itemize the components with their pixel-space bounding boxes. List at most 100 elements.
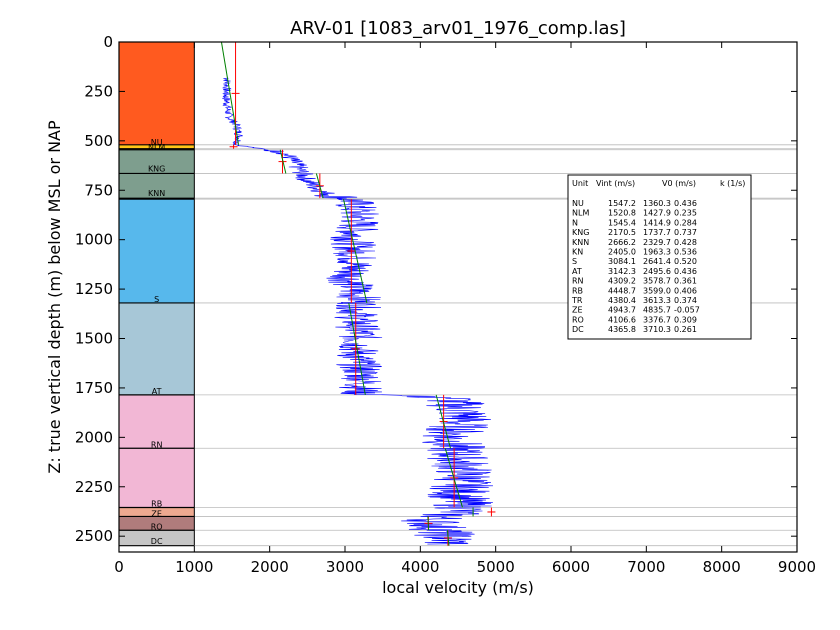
table-cell-k: 0.536 bbox=[674, 248, 697, 257]
x-tick-label: 6000 bbox=[552, 558, 590, 576]
table-cell-k: 0.261 bbox=[674, 325, 697, 334]
table-cell-k: 0.374 bbox=[674, 296, 697, 305]
lithology-unit-nu bbox=[119, 42, 195, 145]
lithology-unit-s bbox=[119, 199, 195, 303]
lithology-unit-knn bbox=[119, 173, 195, 199]
table-cell-k: 0.737 bbox=[674, 228, 697, 237]
table-cell-v0: 4835.7 bbox=[643, 306, 671, 315]
y-tick-label: 1500 bbox=[75, 330, 113, 348]
table-cell-unit: S bbox=[572, 257, 577, 266]
lithology-unit-dc bbox=[119, 530, 195, 546]
table-cell-vint: 2405.0 bbox=[608, 248, 636, 257]
table-cell-unit: RO bbox=[572, 315, 584, 324]
table-cell-unit: KN bbox=[572, 248, 583, 257]
fitted-trend-ro bbox=[427, 516, 430, 531]
lithology-unit-ro bbox=[119, 516, 195, 531]
x-axis-title: local velocity (m/s) bbox=[382, 578, 534, 597]
x-tick-label: 0 bbox=[114, 558, 124, 576]
table-cell-vint: 4309.2 bbox=[608, 277, 636, 286]
lithology-unit-rb bbox=[119, 448, 195, 508]
plot-frame bbox=[118, 41, 798, 553]
table-cell-k: 0.361 bbox=[674, 277, 697, 286]
table-cell-k: 0.436 bbox=[674, 267, 697, 276]
table-cell-k: 0.284 bbox=[674, 218, 697, 227]
y-tick-label: 500 bbox=[84, 132, 113, 150]
unit-label-rn: RN bbox=[151, 440, 163, 449]
x-tick-label: 9000 bbox=[778, 558, 816, 576]
table-cell-v0: 1427.9 bbox=[643, 209, 671, 218]
lithology-unit-at bbox=[119, 302, 195, 395]
x-tick-label: 5000 bbox=[477, 558, 515, 576]
lithology-unit-nlm bbox=[119, 144, 195, 149]
lithology-unit-ze bbox=[119, 507, 195, 517]
lithology-unit-rn bbox=[119, 394, 195, 449]
table-cell-k: 0.235 bbox=[674, 209, 697, 218]
unit-label-ze: ZE bbox=[151, 509, 162, 518]
table-header-cell: k (1/s) bbox=[720, 179, 745, 188]
chart-title: ARV-01 [1083_arv01_1976_comp.las] bbox=[290, 18, 626, 39]
table-cell-vint: 3142.3 bbox=[608, 267, 636, 276]
y-tick-label: 750 bbox=[84, 181, 113, 199]
x-tick-label: 4000 bbox=[401, 558, 439, 576]
table-header-cell: Vint (m/s) bbox=[596, 179, 635, 188]
unit-label-s: S bbox=[154, 295, 159, 304]
table-cell-v0: 3578.7 bbox=[643, 277, 671, 286]
y-tick-label: 2500 bbox=[75, 527, 113, 545]
table-cell-unit: RB bbox=[572, 286, 583, 295]
fitted-trend-kng bbox=[279, 149, 287, 174]
y-tick-label: 1250 bbox=[75, 280, 113, 298]
table-cell-v0: 1737.7 bbox=[643, 228, 671, 237]
table-cell-v0: 1963.3 bbox=[643, 248, 671, 257]
unit-label-dc: DC bbox=[151, 537, 163, 546]
x-tick-label: 2000 bbox=[251, 558, 289, 576]
fitted-trend-rb bbox=[444, 448, 463, 508]
lithology-unit-kng bbox=[119, 149, 195, 174]
table-cell-vint: 4365.8 bbox=[608, 325, 636, 334]
table-cell-vint: 4448.7 bbox=[608, 286, 636, 295]
velocity-table: Unit Vint (m/s) V0 (m/s) k (1/s) NU 1547.2 136… bbox=[567, 174, 752, 340]
table-cell-unit: NU bbox=[572, 199, 584, 208]
table-cell-vint: 4106.6 bbox=[608, 315, 636, 324]
table-cell-k: 0.428 bbox=[674, 238, 697, 247]
y-tick-label: 250 bbox=[84, 82, 113, 100]
table-cell-vint: 4380.4 bbox=[608, 296, 636, 305]
table-cell-v0: 1414.9 bbox=[643, 218, 671, 227]
table-cell-k: 0.309 bbox=[674, 315, 697, 324]
x-tick-label: 8000 bbox=[703, 558, 741, 576]
unit-label-nu: NU bbox=[151, 138, 163, 147]
fitted-trend-rn bbox=[435, 394, 451, 449]
y-tick-label: 2000 bbox=[75, 428, 113, 446]
fitted-trend-at bbox=[348, 302, 366, 395]
table-cell-vint: 2666.2 bbox=[608, 238, 636, 247]
table-cell-k: 0.436 bbox=[674, 199, 697, 208]
table-cell-unit: RN bbox=[572, 277, 584, 286]
x-tick-label: 1000 bbox=[175, 558, 213, 576]
y-tick-label: 1000 bbox=[75, 231, 113, 249]
table-cell-unit: ZE bbox=[572, 306, 583, 315]
unit-label-at: AT bbox=[152, 387, 162, 396]
y-tick-label: 2250 bbox=[75, 478, 113, 496]
table-cell-v0: 3710.3 bbox=[643, 325, 671, 334]
table-cell-vint: 2170.5 bbox=[608, 228, 636, 237]
x-tick-label: 7000 bbox=[627, 558, 665, 576]
table-cell-unit: AT bbox=[572, 267, 582, 276]
table-cell-v0: 3599.0 bbox=[643, 286, 671, 295]
table-cell-v0: 2495.6 bbox=[643, 267, 671, 276]
unit-label-rb: RB bbox=[151, 500, 162, 509]
unit-label-knn: KNN bbox=[148, 189, 165, 198]
table-cell-v0: 2641.4 bbox=[643, 257, 671, 266]
table-cell-vint: 1545.4 bbox=[608, 218, 636, 227]
y-axis-title: Z: true vertical depth (m) below MSL or … bbox=[45, 120, 64, 474]
table-header-cell: V0 (m/s) bbox=[662, 179, 696, 188]
y-tick-label: 0 bbox=[103, 33, 113, 51]
table-cell-unit: N bbox=[572, 218, 578, 227]
table-cell-k: 0.406 bbox=[674, 286, 697, 295]
table-cell-v0: 2329.7 bbox=[643, 238, 671, 247]
table-cell-unit: DC bbox=[572, 325, 584, 334]
table-header-cell: Unit bbox=[572, 179, 588, 188]
unit-label-ro: RO bbox=[151, 522, 163, 531]
fitted-trend-dc bbox=[446, 530, 450, 546]
table-cell-v0: 1360.3 bbox=[643, 199, 671, 208]
fitted-trend-nu bbox=[220, 41, 240, 145]
